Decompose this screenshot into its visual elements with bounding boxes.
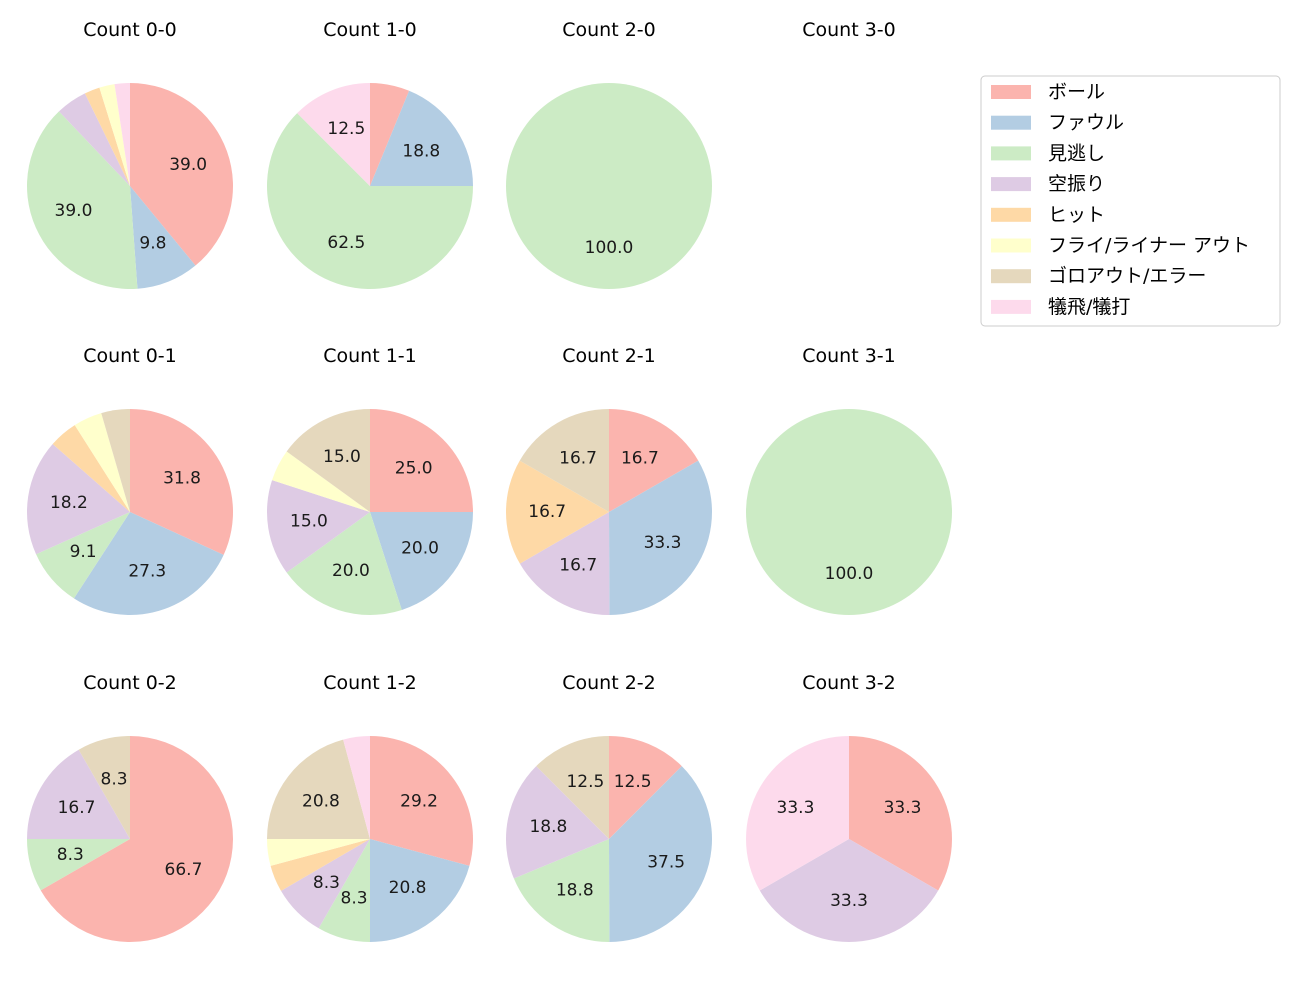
pie-title: Count 3-0 — [802, 19, 896, 41]
slice-label: 15.0 — [290, 512, 328, 532]
pie-title: Count 1-0 — [323, 19, 417, 41]
pie-1: Count 0-0 39.0 9.8 39.0 — [27, 19, 233, 289]
legend-swatch — [991, 269, 1031, 283]
slice-label: 15.0 — [323, 447, 361, 467]
slice-label: 18.2 — [50, 493, 88, 513]
slice-label: 25.0 — [395, 458, 433, 478]
pie-4: Count 3-0 — [802, 19, 896, 41]
slice-label: 16.7 — [621, 448, 659, 468]
pie-chart-grid: Count 0-0 39.0 9.8 39.0 Count 1-0 18.8 62.5 12.… — [0, 0, 1300, 1000]
slice-label: 8.3 — [313, 873, 340, 893]
slice-label: 16.7 — [528, 502, 566, 522]
slice-label: 8.3 — [101, 769, 128, 789]
pie-title: Count 0-0 — [83, 19, 177, 41]
legend-label: フライ/ライナー アウト — [1048, 235, 1250, 257]
slice-label: 20.8 — [302, 791, 340, 811]
legend-swatch — [991, 146, 1031, 160]
slice-label: 12.5 — [614, 772, 652, 792]
slice-label: 37.5 — [647, 853, 685, 873]
legend-label: ファウル — [1048, 112, 1124, 134]
legend-label: 犠飛/犠打 — [1048, 296, 1130, 318]
legend-swatch — [991, 300, 1031, 314]
slice-label: 33.3 — [644, 533, 682, 553]
pie-7: Count 2-1 16.7 33.3 16.7 16.7 16.7 — [506, 345, 712, 615]
slice-label: 33.3 — [830, 891, 868, 911]
slice-label: 33.3 — [884, 798, 922, 818]
slice-label: 31.8 — [163, 469, 201, 489]
slice-label: 39.0 — [169, 155, 207, 175]
pie-8: Count 3-1 100.0 — [746, 345, 952, 615]
legend-label: ゴロアウト/エラー — [1048, 265, 1206, 287]
slice-label: 8.3 — [341, 889, 368, 909]
slice-label: 39.0 — [55, 201, 93, 221]
legend-frame — [981, 76, 1280, 326]
pie-title: Count 2-2 — [562, 672, 656, 694]
legend-swatch — [991, 208, 1031, 222]
pie-10: Count 1-2 29.2 20.8 8.38.3 20.8 — [267, 672, 473, 942]
pie-slice — [746, 409, 952, 615]
legend-label: 空振り — [1048, 173, 1105, 195]
pie-slice — [506, 83, 712, 289]
pies-layer: Count 0-0 39.0 9.8 39.0 Count 1-0 18.8 62.5 12.… — [27, 19, 952, 942]
slice-label: 16.7 — [58, 798, 96, 818]
slice-label: 8.3 — [57, 845, 84, 865]
pie-11: Count 2-2 12.5 37.5 18.8 18.8 12.5 — [506, 672, 712, 942]
pie-title: Count 0-2 — [83, 672, 177, 694]
slice-label: 20.8 — [389, 878, 427, 898]
legend-label: ボール — [1048, 81, 1105, 103]
pie-6: Count 1-1 25.0 20.0 20.0 15.0 15.0 — [267, 345, 473, 615]
legend-swatch — [991, 85, 1031, 99]
slice-label: 9.1 — [70, 542, 97, 562]
slice-label: 16.7 — [559, 556, 597, 576]
pie-12: Count 3-2 33.3 33.3 33.3 — [746, 672, 952, 942]
legend-label: ヒット — [1048, 204, 1105, 226]
pie-title: Count 2-1 — [562, 345, 656, 367]
legend-swatch — [991, 239, 1031, 253]
pie-title: Count 2-0 — [562, 19, 656, 41]
slice-label: 20.0 — [332, 561, 370, 581]
slice-label: 12.5 — [327, 119, 365, 139]
slice-label: 27.3 — [128, 561, 166, 581]
pie-title: Count 1-1 — [323, 345, 417, 367]
slice-label: 9.8 — [139, 233, 166, 253]
legend-swatch — [991, 177, 1031, 191]
pie-5: Count 0-1 31.8 27.3 9.1 18.2 — [27, 345, 233, 615]
slice-label: 18.8 — [402, 142, 440, 162]
slice-label: 16.7 — [559, 448, 597, 468]
slice-label: 62.5 — [327, 233, 365, 253]
slice-label: 33.3 — [777, 798, 815, 818]
slice-label: 100.0 — [585, 238, 634, 258]
pie-title: Count 0-1 — [83, 345, 177, 367]
pie-3: Count 2-0 100.0 — [506, 19, 712, 289]
pie-9: Count 0-266.78.316.78.3 — [27, 672, 233, 942]
slice-label: 18.8 — [556, 880, 594, 900]
legend-label: 見逃し — [1048, 142, 1105, 164]
slice-label: 100.0 — [825, 564, 874, 584]
slice-label: 20.0 — [401, 538, 439, 558]
legend-swatch — [991, 116, 1031, 130]
slice-label: 29.2 — [400, 791, 438, 811]
pie-title: Count 1-2 — [323, 672, 417, 694]
pie-2: Count 1-0 18.8 62.5 12.5 — [267, 19, 473, 289]
slice-label: 18.8 — [529, 817, 567, 837]
slice-label: 12.5 — [566, 772, 604, 792]
pie-title: Count 3-1 — [802, 345, 896, 367]
pie-title: Count 3-2 — [802, 672, 896, 694]
slice-label: 66.7 — [165, 860, 203, 880]
